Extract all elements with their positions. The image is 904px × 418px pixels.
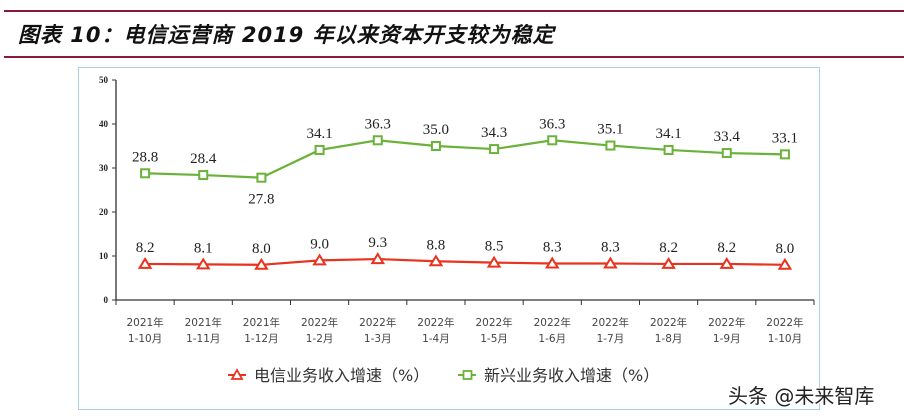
y-tick-label: 20 [99,207,109,217]
square-marker-icon [605,140,616,151]
y-tick-label: 40 [99,119,109,129]
triangle-marker-icon [544,256,560,269]
x-tick-label-year: 2021年 [126,316,163,329]
data-label: 8.0 [252,241,271,257]
data-label: 36.3 [539,116,565,132]
x-tick-label-year: 2022年 [650,316,687,329]
x-tick-label-year: 2021年 [185,316,222,329]
x-tick-label-year: 2022年 [417,316,454,329]
data-label: 9.3 [368,235,387,251]
chart-axes: 0 10 20 30 40 50 [99,75,815,305]
watermark: 头条 @未来智库 [728,384,875,408]
triangle-marker-icon [195,257,211,270]
x-tick-label-period: 1-12月 [244,333,278,345]
series-line-1 [145,139,785,179]
y-tick-label: 10 [99,251,109,261]
chart-series: 8.2 8.1 8.0 9.0 9.3 8.8 8.5 8.3 8.3 8.2 8.2 8.0 28.8… [132,116,798,270]
triangle-marker-icon [661,257,676,269]
square-marker-icon [140,168,151,179]
x-tick-label-year: 2022年 [359,316,396,329]
triangle-marker-icon [486,255,502,268]
data-label: 8.5 [485,239,504,255]
data-label: 33.1 [772,130,798,146]
data-label: 28.8 [132,149,158,165]
data-label: 28.4 [190,151,217,167]
triangle-marker-icon [312,253,327,266]
data-label: 33.4 [714,129,741,145]
square-marker-icon [779,149,790,160]
data-label: 27.8 [248,192,274,208]
x-tick-label-period: 1-5月 [480,333,508,345]
legend-label-emerging: 新兴业务收入增速（%） [484,366,659,385]
data-label: 8.3 [601,239,620,255]
triangle-marker-icon [254,257,269,270]
square-marker-icon [721,148,732,159]
square-marker-icon [489,144,500,155]
x-tick-label-year: 2022年 [534,316,571,329]
x-tick-label-year: 2022年 [475,316,512,329]
x-axis-labels: 2021年 1-10月 2021年 1-11月 2021年 1-12月 2022年 1-2月 2… [126,316,803,345]
x-tick-label-year: 2022年 [592,316,629,329]
triangle-marker-icon [230,368,244,380]
data-label: 36.3 [365,116,391,132]
x-tick-label-period: 1-9月 [713,333,741,345]
data-label: 8.2 [659,240,678,256]
y-tick-label: 50 [99,75,109,85]
data-label: 34.3 [481,125,507,141]
data-label: 9.0 [310,236,329,252]
x-tick-label-year: 2022年 [766,316,803,329]
x-tick-label-year: 2022年 [708,316,745,329]
triangle-marker-icon [777,257,793,270]
x-tick-label-period: 1-11月 [186,333,220,345]
chart-frame [78,67,820,410]
x-tick-label-period: 1-3月 [364,333,392,345]
x-tick-label-period: 1-10月 [128,333,162,345]
legend-item-emerging: 新兴业务收入增速（%） [458,366,659,385]
header-top-rule [4,10,904,12]
figure-title: 图表 10：电信运营商 2019 年以来资本开支较为稳定 [18,23,555,47]
data-label: 8.2 [717,240,736,256]
data-label: 35.0 [423,122,449,138]
data-label: 8.0 [776,241,795,257]
x-tick-label-period: 1-4月 [422,333,450,345]
x-tick-label-period: 1-10月 [768,333,802,345]
data-label: 8.3 [543,239,562,255]
triangle-marker-icon [370,252,386,265]
x-tick-label-period: 1-2月 [306,333,334,345]
data-label: 8.8 [427,237,446,253]
y-tick-label: 30 [99,163,109,173]
x-tick-label-year: 2022年 [301,316,338,329]
legend-item-telecom: 电信业务收入增速（%） [228,366,429,385]
data-label: 8.2 [136,240,155,256]
x-tick-label-period: 1-6月 [538,333,566,345]
x-tick-label-year: 2021年 [243,316,280,329]
square-marker-icon [256,172,267,183]
square-marker-icon [430,141,441,151]
data-label: 34.1 [655,126,681,142]
square-marker-icon [198,170,209,181]
x-tick-label-period: 1-7月 [597,333,625,345]
legend-label-telecom: 电信业务收入增速（%） [254,366,429,385]
triangle-marker-icon [137,257,153,269]
triangle-marker-icon [719,257,735,269]
square-marker-icon [372,135,383,146]
square-marker-icon [663,144,674,155]
square-marker-icon [462,370,473,380]
y-tick-label: 0 [104,295,109,305]
data-label: 35.1 [597,122,623,138]
series-line-0 [145,257,785,266]
data-label: 8.1 [194,240,213,256]
chart-legend: 电信业务收入增速（%） 新兴业务收入增速（%） [228,366,659,385]
square-marker-icon [314,144,325,155]
x-tick-label-period: 1-8月 [655,333,683,345]
triangle-marker-icon [428,254,444,267]
triangle-marker-icon [603,256,618,269]
square-marker-icon [547,135,558,146]
data-label: 34.1 [306,126,332,142]
header-bottom-rule [4,56,904,58]
